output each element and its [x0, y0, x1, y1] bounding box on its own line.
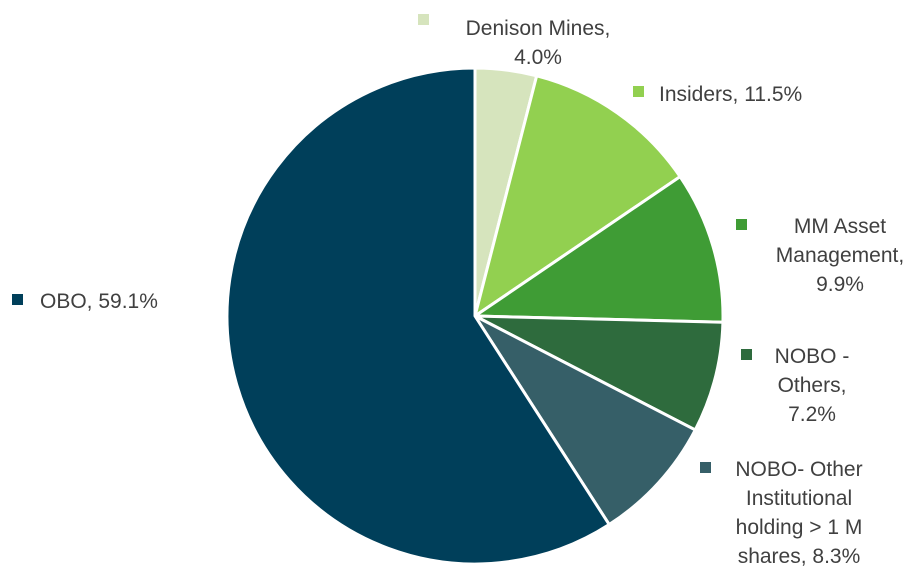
pie-slices [225, 66, 725, 566]
slice-label: OBO, 59.1% [12, 290, 158, 313]
pie-slice-nobo-others [473, 314, 725, 432]
pie-slice-mm-asset-management [473, 175, 725, 324]
slice-label-line: 7.2% [788, 403, 836, 426]
slice-label-line: holding > 1 M [736, 516, 863, 539]
slice-label-line: OBO, 59.1% [40, 290, 158, 313]
legend-marker [700, 462, 711, 473]
slice-label-line: Others, [778, 374, 847, 397]
legend-marker [418, 14, 429, 25]
slice-label-line: Institutional [746, 487, 852, 510]
slice-label-line: shares, 8.3% [738, 545, 861, 568]
slice-label-line: Denison Mines, [466, 17, 611, 40]
legend-marker [736, 219, 747, 230]
pie-slice-nobo-other-institutional-holding-1-m-shares [473, 314, 697, 527]
slice-label-line: Insiders, 11.5% [659, 83, 802, 106]
legend-marker [741, 349, 752, 360]
slice-label: NOBO- Other Institutional holding > 1 M sha… [700, 458, 863, 568]
slice-label: NOBO - Others, 7.2% [741, 345, 849, 426]
slice-label-line: Management, [776, 244, 904, 267]
slice-label-line: MM Asset [794, 215, 886, 238]
slice-label-line: NOBO - [775, 345, 850, 368]
legend-marker [633, 86, 644, 97]
pie-slice-obo [225, 66, 611, 566]
slice-label: Insiders, 11.5% [633, 83, 802, 106]
legend-marker [12, 294, 23, 305]
slice-label-line: 4.0% [514, 46, 562, 69]
slice-labels: Denison Mines, 4.0% Insiders, 11.5% MM Asse… [12, 14, 904, 568]
slice-label: MM Asset Management, 9.9% [736, 215, 904, 296]
pie-slice-insiders [473, 74, 682, 318]
slice-label-line: 9.9% [816, 273, 864, 296]
slice-label: Denison Mines, 4.0% [418, 14, 610, 69]
slice-label-line: NOBO- Other [735, 458, 862, 481]
